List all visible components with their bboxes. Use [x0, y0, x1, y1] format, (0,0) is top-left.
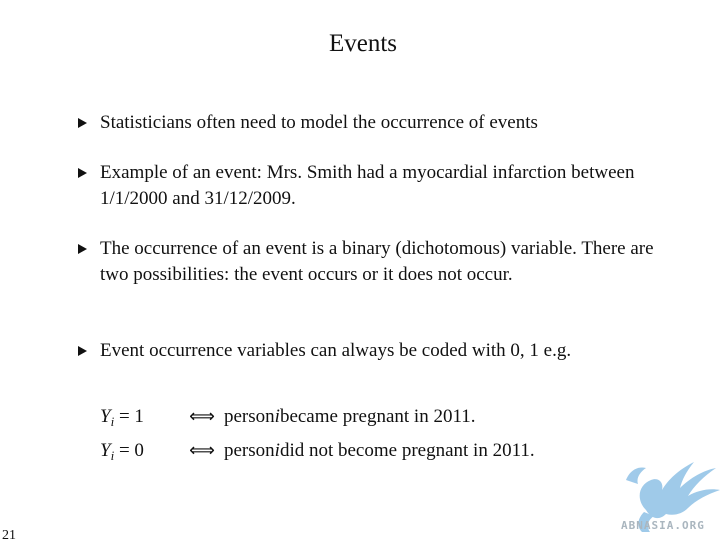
equation-line: Yi = 0 ⟺ person i did not become pregnant … — [100, 436, 535, 470]
bullet-text: The occurrence of an event is a binary (… — [100, 238, 654, 285]
triangle-bullet-icon — [78, 168, 87, 178]
bullet-text: Event occurrence variables can always be… — [100, 340, 572, 361]
bullet-item: Example of an event: Mrs. Smith had a my… — [78, 160, 678, 212]
bullet-item: The occurrence of an event is a binary (… — [78, 236, 678, 288]
equation-text: person i became pregnant in 2011. — [224, 406, 476, 427]
bullet-item: Statisticians often need to model the oc… — [78, 110, 538, 136]
griffin-watermark-icon — [626, 462, 720, 532]
bullet-text: Statisticians often need to model the oc… — [100, 112, 538, 133]
triangle-bullet-icon — [78, 346, 87, 356]
iff-symbol: ⟺ — [189, 406, 215, 426]
bullet-text: Example of an event: Mrs. Smith had a my… — [100, 162, 635, 209]
triangle-bullet-icon — [78, 118, 87, 128]
equation-lhs: Yi = 1 — [100, 406, 144, 429]
triangle-bullet-icon — [78, 244, 87, 254]
bullet-item: Event occurrence variables can always be… — [78, 338, 571, 364]
equation-text: person i did not become pregnant in 2011… — [224, 440, 535, 461]
equation-block: Yi = 1 ⟺ person i became pregnant in 2011.… — [100, 402, 535, 470]
iff-symbol: ⟺ — [189, 440, 215, 460]
slide-title: Events — [328, 30, 398, 57]
equation-line: Yi = 1 ⟺ person i became pregnant in 2011. — [100, 402, 535, 436]
equation-lhs: Yi = 0 — [100, 440, 144, 463]
watermark-text: ABNASIA.ORG — [621, 519, 705, 532]
page-number: 21 — [2, 528, 16, 543]
